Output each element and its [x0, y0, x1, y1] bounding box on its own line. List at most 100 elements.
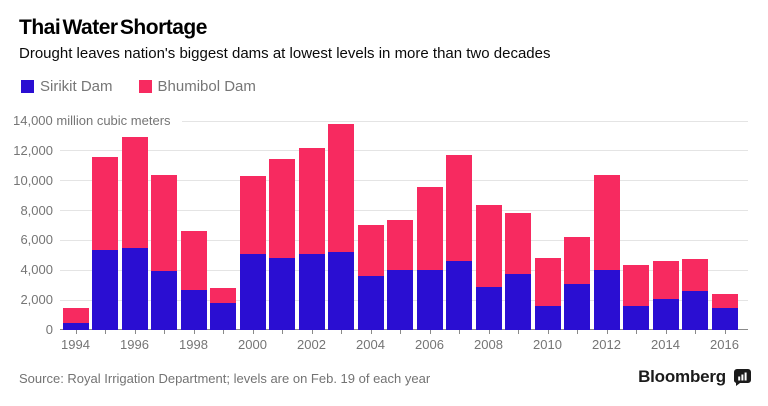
y-tick-label: 4,000 — [20, 262, 53, 278]
bar-segment-sirikit — [593, 270, 620, 330]
bar-segment-sirikit — [534, 306, 561, 330]
bar-segment-bhumibol — [62, 307, 89, 323]
bar-2010 — [534, 258, 561, 330]
x-tick-label: 2016 — [710, 337, 739, 352]
bar-segment-bhumibol — [328, 124, 354, 253]
x-axis-tick — [252, 330, 254, 334]
bloomberg-terminal-icon — [734, 368, 751, 386]
bar-1998 — [180, 231, 207, 330]
x-axis-tick — [665, 330, 667, 334]
x-axis-tick — [341, 330, 342, 334]
bar-2004 — [357, 224, 384, 330]
bloomberg-logo: Bloomberg — [638, 367, 751, 387]
bar-segment-sirikit — [682, 291, 708, 330]
x-tick-label: 2014 — [651, 337, 680, 352]
y-axis-unit-label: 14,000 million cubic meters — [13, 113, 171, 128]
x-tick-label: 1998 — [179, 337, 208, 352]
legend-item-sirikit: Sirikit Dam — [21, 78, 113, 95]
bar-segment-bhumibol — [210, 288, 236, 304]
x-axis-tick — [370, 330, 372, 334]
bar-segment-bhumibol — [534, 258, 561, 307]
x-tick-label: 2004 — [356, 337, 385, 352]
bar-2014 — [652, 260, 679, 330]
y-tick-label: 12,000 — [13, 142, 53, 158]
x-axis-tick — [282, 330, 283, 334]
bar-segment-sirikit — [210, 303, 236, 330]
bar-segment-sirikit — [711, 308, 738, 330]
bar-segment-sirikit — [239, 253, 266, 330]
bar-segment-sirikit — [357, 275, 384, 330]
bar-2003 — [328, 124, 354, 330]
bar-segment-bhumibol — [475, 205, 502, 288]
bar-segment-bhumibol — [357, 224, 384, 276]
bar-2011 — [564, 236, 590, 330]
bloomberg-wordmark: Bloomberg — [638, 367, 726, 386]
bar-segment-bhumibol — [711, 294, 738, 309]
source-note: Source: Royal Irrigation Department; lev… — [19, 371, 431, 386]
bar-segment-bhumibol — [92, 156, 118, 251]
bar-1997 — [151, 174, 177, 330]
bar-segment-sirikit — [269, 258, 295, 330]
legend-item-bhumibol: Bhumibol Dam — [138, 78, 256, 95]
bar-2015 — [682, 259, 708, 330]
y-tick-label: 0 — [45, 322, 53, 337]
bar-segment-bhumibol — [564, 236, 590, 284]
bar-segment-sirikit — [62, 322, 89, 330]
bar-segment-bhumibol — [652, 260, 679, 299]
gridline-14000 — [182, 120, 748, 122]
y-tick-label: 6,000 — [20, 232, 53, 248]
bar-segment-sirikit — [151, 271, 177, 330]
gridline-10000 — [60, 180, 748, 182]
bar-segment-bhumibol — [387, 219, 413, 270]
x-tick-label: 2000 — [238, 337, 267, 352]
bar-segment-bhumibol — [121, 136, 148, 248]
bar-1995 — [92, 156, 118, 330]
x-axis-tick — [193, 330, 195, 334]
bar-2005 — [387, 219, 413, 330]
plot-area: 14,000 million cubic meters 0 2,000 4,000 6… — [13, 113, 748, 352]
bar-segment-bhumibol — [682, 259, 708, 292]
x-axis-tick — [518, 330, 519, 334]
chart-title: Thai Water Shortage — [19, 16, 207, 39]
x-tick-label: 1994 — [61, 337, 90, 352]
bar-1996 — [121, 136, 148, 330]
x-axis-tick — [400, 330, 401, 334]
x-axis-tick — [75, 330, 77, 334]
x-axis-tick — [311, 330, 313, 334]
x-axis-tick — [134, 330, 136, 334]
bar-segment-sirikit — [121, 247, 148, 330]
bar-segment-sirikit — [475, 287, 502, 330]
bar-2001 — [269, 159, 295, 330]
bar-segment-sirikit — [416, 270, 443, 330]
bar-segment-sirikit — [328, 252, 354, 330]
bar-2008 — [475, 205, 502, 330]
bar-segment-bhumibol — [269, 159, 295, 259]
bar-2000 — [239, 176, 266, 330]
chart-subtitle: Drought leaves nation's biggest dams at … — [19, 45, 551, 62]
bar-2016 — [711, 294, 738, 330]
x-axis-tick — [724, 330, 726, 334]
x-axis-tick — [459, 330, 460, 334]
x-axis-tick — [429, 330, 431, 334]
x-axis-tick — [547, 330, 549, 334]
x-axis-tick — [695, 330, 696, 334]
legend-label-sirikit: Sirikit Dam — [40, 78, 113, 95]
y-tick-label: 10,000 — [13, 172, 53, 188]
bar-segment-sirikit — [387, 269, 413, 330]
bar-2002 — [298, 147, 325, 330]
x-tick-label: 2010 — [533, 337, 562, 352]
bar-segment-bhumibol — [151, 174, 177, 272]
legend-swatch-sirikit-icon — [21, 80, 34, 93]
bar-2007 — [446, 154, 472, 330]
bar-2009 — [505, 212, 531, 330]
bar-segment-sirikit — [446, 261, 472, 330]
bar-segment-bhumibol — [446, 154, 472, 262]
x-axis-tick — [636, 330, 637, 334]
bar-segment-sirikit — [623, 306, 649, 330]
x-tick-label: 2008 — [474, 337, 503, 352]
bar-segment-sirikit — [92, 250, 118, 330]
x-axis-tick — [606, 330, 608, 334]
x-tick-label: 2002 — [297, 337, 326, 352]
bar-segment-bhumibol — [593, 174, 620, 271]
